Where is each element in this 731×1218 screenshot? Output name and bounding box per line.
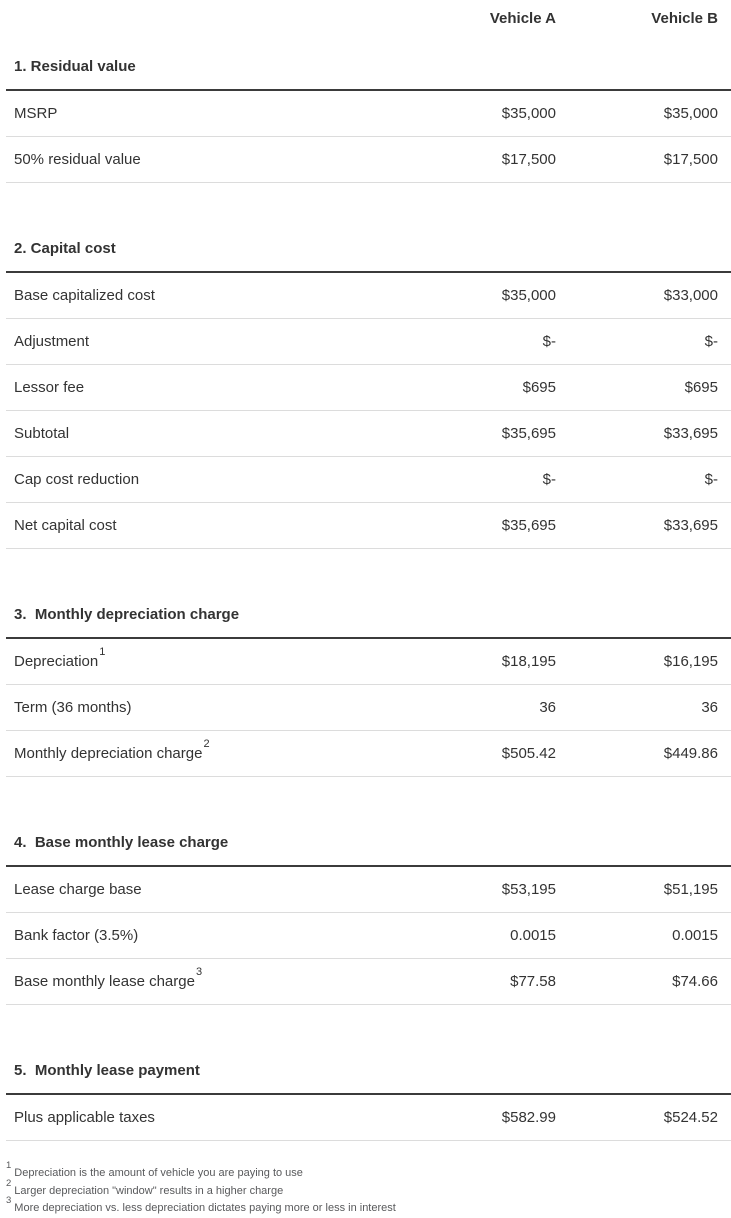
section-monthly-lease-payment: 5. Monthly lease payment Plus applicable… — [6, 1062, 731, 1141]
table-row: Adjustment $- $- — [6, 318, 731, 365]
column-header-vehicle-a: Vehicle A — [489, 10, 556, 27]
footnote-ref: 2 — [203, 738, 210, 750]
table-row: Subtotal $35,695 $33,695 — [6, 410, 731, 457]
value-vehicle-b: $33,695 — [556, 502, 731, 549]
section-heading: 1. Residual value — [14, 58, 136, 75]
row-label: Net capital cost — [6, 502, 406, 549]
value-vehicle-a: $35,000 — [406, 272, 556, 319]
value-vehicle-a: $35,695 — [406, 502, 556, 549]
table-row: Net capital cost $35,695 $33,695 — [6, 502, 731, 549]
value-vehicle-a: $695 — [406, 364, 556, 411]
footnote-text: Depreciation is the amount of vehicle yo… — [14, 1167, 303, 1179]
footnote-1: 1Depreciation is the amount of vehicle y… — [6, 1161, 731, 1183]
value-vehicle-b: 36 — [556, 684, 731, 731]
table-row: Term (36 months) 36 36 — [6, 684, 731, 731]
value-vehicle-b: $- — [556, 456, 731, 503]
table-row: Base capitalized cost $35,000 $33,000 — [6, 272, 731, 319]
section-capital-cost: 2. Capital cost Base capitalized cost $3… — [6, 240, 731, 549]
value-vehicle-a: $582.99 — [406, 1094, 556, 1141]
section-table: Lease charge base $53,195 $51,195 Bank f… — [6, 865, 731, 1005]
footnote-ref: 1 — [99, 646, 106, 658]
column-header-vehicle-b: Vehicle B — [651, 10, 718, 27]
footnote-number: 1 — [6, 1160, 12, 1172]
row-label: Term (36 months) — [6, 684, 406, 731]
table-row: Cap cost reduction $- $- — [6, 456, 731, 503]
value-vehicle-a: 0.0015 — [406, 912, 556, 959]
row-label: Bank factor (3.5%) — [6, 912, 406, 959]
value-vehicle-b: $524.52 — [556, 1094, 731, 1141]
row-label: Subtotal — [6, 410, 406, 457]
value-vehicle-b: $33,000 — [556, 272, 731, 319]
value-vehicle-b: 0.0015 — [556, 912, 731, 959]
table-row: Lease charge base $53,195 $51,195 — [6, 866, 731, 913]
footnote-3: 3More depreciation vs. less depreciation… — [6, 1196, 731, 1218]
row-label: Monthly depreciation charge2 — [6, 730, 406, 777]
value-vehicle-b: $695 — [556, 364, 731, 411]
table-row: Bank factor (3.5%) 0.0015 0.0015 — [6, 912, 731, 959]
section-table: Base capitalized cost $35,000 $33,000 Ad… — [6, 271, 731, 549]
row-label: Adjustment — [6, 318, 406, 365]
section-table: MSRP $35,000 $35,000 50% residual value … — [6, 89, 731, 183]
value-vehicle-b: $51,195 — [556, 866, 731, 913]
table-row: Base monthly lease charge3 $77.58 $74.66 — [6, 958, 731, 1005]
footnotes: 1Depreciation is the amount of vehicle y… — [6, 1161, 731, 1218]
section-heading: 2. Capital cost — [14, 240, 116, 257]
footnote-2: 2Larger depreciation "window" results in… — [6, 1179, 731, 1201]
footnote-number: 2 — [6, 1177, 12, 1189]
table-row: Depreciation1 $18,195 $16,195 — [6, 638, 731, 685]
column-header-spacer — [6, 10, 406, 28]
section-heading: 4. Base monthly lease charge — [14, 834, 229, 851]
value-vehicle-b: $16,195 — [556, 638, 731, 685]
row-label: Base capitalized cost — [6, 272, 406, 319]
section-residual-value: 1. Residual value MSRP $35,000 $35,000 5… — [6, 58, 731, 183]
row-label: Depreciation1 — [6, 638, 406, 685]
value-vehicle-b: $17,500 — [556, 136, 731, 183]
table-row: Monthly depreciation charge2 $505.42 $44… — [6, 730, 731, 777]
value-vehicle-b: $74.66 — [556, 958, 731, 1005]
section-base-monthly-lease-charge: 4. Base monthly lease charge Lease charg… — [6, 834, 731, 1005]
section-table: Plus applicable taxes $582.99 $524.52 — [6, 1093, 731, 1141]
table-row: Plus applicable taxes $582.99 $524.52 — [6, 1094, 731, 1141]
footnote-number: 3 — [6, 1195, 12, 1207]
column-header-row: Vehicle A Vehicle B — [6, 10, 731, 28]
table-row: Lessor fee $695 $695 — [6, 364, 731, 411]
table-row: MSRP $35,000 $35,000 — [6, 90, 731, 137]
value-vehicle-a: $- — [406, 318, 556, 365]
row-label: MSRP — [6, 90, 406, 137]
section-table: Depreciation1 $18,195 $16,195 Term (36 m… — [6, 637, 731, 777]
value-vehicle-a: $- — [406, 456, 556, 503]
table-row: 50% residual value $17,500 $17,500 — [6, 136, 731, 183]
row-label: 50% residual value — [6, 136, 406, 183]
row-label: Cap cost reduction — [6, 456, 406, 503]
value-vehicle-a: $505.42 — [406, 730, 556, 777]
row-label: Plus applicable taxes — [6, 1094, 406, 1141]
value-vehicle-a: $77.58 — [406, 958, 556, 1005]
row-label: Base monthly lease charge3 — [6, 958, 406, 1005]
value-vehicle-b: $35,000 — [556, 90, 731, 137]
value-vehicle-a: $53,195 — [406, 866, 556, 913]
row-label: Lease charge base — [6, 866, 406, 913]
section-monthly-depreciation-charge: 3. Monthly depreciation charge Depreciat… — [6, 606, 731, 777]
value-vehicle-b: $33,695 — [556, 410, 731, 457]
value-vehicle-a: $35,695 — [406, 410, 556, 457]
value-vehicle-a: $18,195 — [406, 638, 556, 685]
footnote-text: Larger depreciation "window" results in … — [14, 1184, 284, 1197]
footnote-text: More depreciation vs. less depreciation … — [14, 1202, 396, 1214]
section-heading: 3. Monthly depreciation charge — [14, 606, 240, 623]
section-heading: 5. Monthly lease payment — [14, 1062, 200, 1079]
value-vehicle-b: $- — [556, 318, 731, 365]
row-label: Lessor fee — [6, 364, 406, 411]
footnote-ref: 3 — [195, 966, 203, 978]
value-vehicle-a: $17,500 — [406, 136, 556, 183]
value-vehicle-b: $449.86 — [556, 730, 731, 777]
value-vehicle-a: 36 — [406, 684, 556, 731]
value-vehicle-a: $35,000 — [406, 90, 556, 137]
